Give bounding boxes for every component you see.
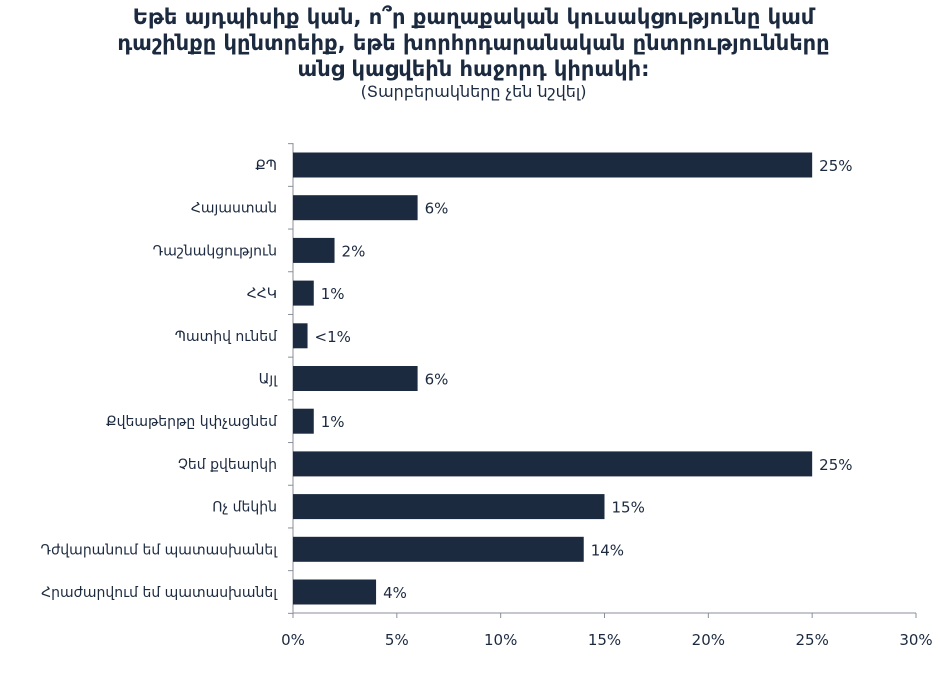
- category-label: Պատիվ ունեմ: [175, 329, 278, 345]
- category-label: Քվեաթերթը կփչացնեմ: [106, 414, 278, 430]
- chart-title-line-3: անց կացվեին հաջորդ կիրակի:: [297, 57, 650, 81]
- bar: [293, 195, 418, 221]
- x-tick-label: 10%: [484, 631, 517, 649]
- data-label: 25%: [819, 157, 852, 175]
- chart-title-line-1: Եթե այդպիսիք կան, ո՞ր քաղաքական կուսակցո…: [132, 5, 815, 29]
- data-label: 14%: [591, 541, 624, 559]
- chart-subtitle: (Տարբերակները չեն նշվել): [360, 82, 587, 101]
- bar: [293, 323, 308, 349]
- category-label: Այլ: [259, 372, 279, 388]
- x-tick-label: 30%: [899, 631, 932, 649]
- category-label: Ոչ մեկին: [212, 500, 277, 516]
- category-label: Հայաստան: [191, 201, 277, 217]
- x-tick-label: 0%: [281, 631, 305, 649]
- bar: [293, 451, 813, 477]
- chart-title-line-2: դաշինքը կընտրեիք, եթե խորհրդարանական ընտ…: [117, 31, 830, 55]
- bar: [293, 280, 314, 306]
- data-label: 2%: [342, 242, 366, 260]
- bar: [293, 408, 314, 434]
- category-label: Դաշնակցություն: [153, 243, 277, 259]
- bar: [293, 366, 418, 391]
- x-tick-label: 20%: [692, 631, 725, 649]
- category-label: ՀՀԿ: [247, 286, 277, 302]
- bar: [293, 494, 605, 520]
- bar: [293, 536, 584, 562]
- x-tick-label: 15%: [588, 631, 621, 649]
- data-label: 6%: [425, 200, 449, 218]
- data-label: 15%: [612, 499, 645, 517]
- category-label: Չեմ քվեարկի: [178, 457, 277, 473]
- data-label: 4%: [383, 584, 407, 602]
- bar: [293, 579, 377, 605]
- data-label: <1%: [315, 328, 351, 346]
- category-label: Դժվարանում եմ պատասխանել: [41, 542, 279, 558]
- data-label: 1%: [321, 413, 345, 431]
- category-label: Հրաժարվում եմ պատասխանել: [41, 585, 278, 601]
- category-label: ՔՊ: [255, 158, 277, 174]
- bar: [293, 237, 335, 263]
- chart-title-block: Եթե այդպիսիք կան, ո՞ր քաղաքական կուսակցո…: [0, 4, 947, 102]
- bar: [293, 152, 813, 178]
- x-tick-label: 5%: [385, 631, 409, 649]
- x-tick-label: 25%: [795, 631, 828, 649]
- data-label: 1%: [321, 285, 345, 303]
- data-label: 25%: [819, 456, 852, 474]
- data-label: 6%: [425, 371, 449, 389]
